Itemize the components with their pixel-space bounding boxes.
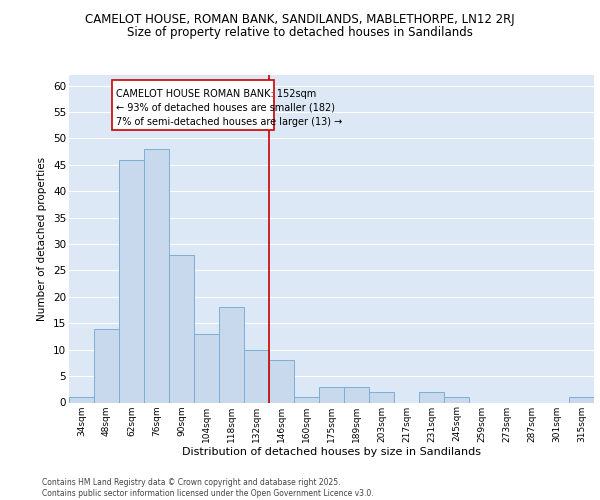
Bar xyxy=(269,360,294,403)
Bar xyxy=(244,350,269,403)
Bar xyxy=(419,392,444,402)
Bar xyxy=(294,397,319,402)
Bar xyxy=(219,308,244,402)
Text: CAMELOT HOUSE ROMAN BANK: 152sqm: CAMELOT HOUSE ROMAN BANK: 152sqm xyxy=(116,90,317,100)
Text: 7% of semi-detached houses are larger (13) →: 7% of semi-detached houses are larger (1… xyxy=(116,118,343,128)
Text: ← 93% of detached houses are smaller (182): ← 93% of detached houses are smaller (18… xyxy=(116,103,335,113)
Bar xyxy=(194,334,219,402)
FancyBboxPatch shape xyxy=(112,80,274,130)
Bar xyxy=(119,160,144,402)
X-axis label: Distribution of detached houses by size in Sandilands: Distribution of detached houses by size … xyxy=(182,447,481,457)
Bar xyxy=(369,392,394,402)
Bar xyxy=(169,254,194,402)
Bar xyxy=(444,397,469,402)
Bar xyxy=(569,397,594,402)
Bar xyxy=(319,386,344,402)
Text: Size of property relative to detached houses in Sandilands: Size of property relative to detached ho… xyxy=(127,26,473,39)
Bar xyxy=(69,397,94,402)
Y-axis label: Number of detached properties: Number of detached properties xyxy=(37,156,47,321)
Bar xyxy=(344,386,369,402)
Bar xyxy=(94,328,119,402)
Text: Contains HM Land Registry data © Crown copyright and database right 2025.
Contai: Contains HM Land Registry data © Crown c… xyxy=(42,478,374,498)
Bar xyxy=(144,149,169,403)
Text: CAMELOT HOUSE, ROMAN BANK, SANDILANDS, MABLETHORPE, LN12 2RJ: CAMELOT HOUSE, ROMAN BANK, SANDILANDS, M… xyxy=(85,12,515,26)
